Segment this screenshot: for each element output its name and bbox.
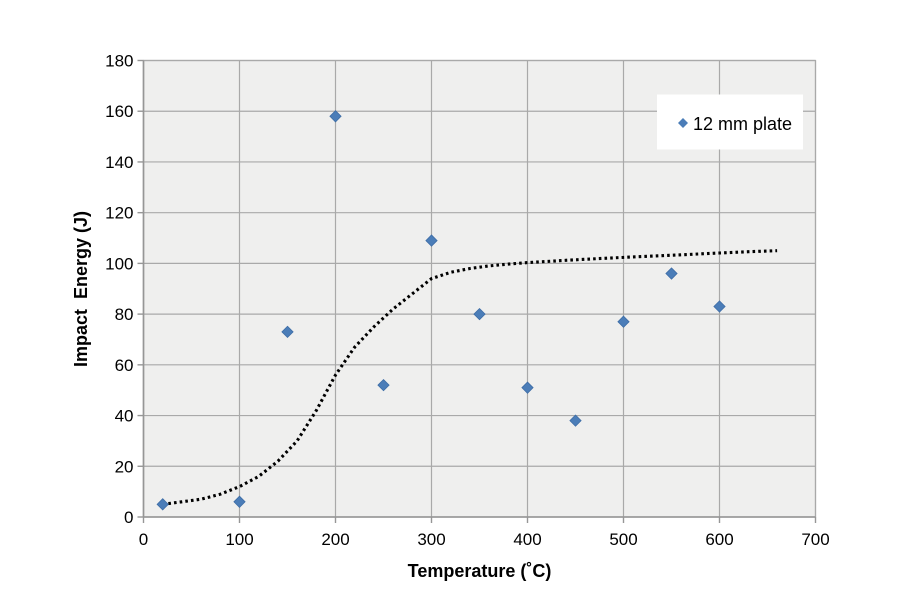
x-tick-label: 0 [139, 530, 148, 549]
x-tick-label: 500 [609, 530, 637, 549]
data-points [156, 110, 726, 511]
y-tick-label: 100 [105, 254, 133, 273]
data-point [521, 381, 534, 394]
x-tick-label: 100 [225, 530, 253, 549]
data-point [665, 267, 678, 280]
trend-curve [162, 249, 778, 506]
y-tick-label: 80 [115, 305, 134, 324]
x-tick-label: 700 [801, 530, 829, 549]
x-tick-label: 300 [417, 530, 445, 549]
x-tick-label: 600 [705, 530, 733, 549]
y-axis-title: Impact Energy (J) [71, 211, 91, 367]
y-tick-label: 40 [115, 407, 134, 426]
data-point [617, 315, 630, 328]
data-point [329, 110, 342, 123]
data-point [156, 498, 169, 511]
y-tick-label: 160 [105, 102, 133, 121]
data-point [377, 378, 390, 392]
y-tick-label: 60 [115, 356, 134, 375]
axis-tick-marks [137, 59, 817, 523]
x-tick-label: 200 [321, 530, 349, 549]
data-point [233, 495, 246, 508]
data-point [425, 234, 438, 247]
x-axis-title: Temperature (˚C) [408, 561, 552, 581]
y-tick-label: 140 [105, 153, 133, 172]
x-tick-labels: 0 100 200 300 400 500 600 700 [139, 530, 830, 549]
data-point [281, 325, 294, 339]
legend-label: 12 mm plate [693, 114, 792, 134]
y-tick-labels: 0 20 40 60 80 100 120 140 160 180 [105, 52, 133, 528]
legend: 12 mm plate [657, 94, 803, 150]
axis-lines [142, 60, 816, 518]
x-tick-label: 400 [513, 530, 541, 549]
y-tick-label: 0 [124, 508, 133, 527]
data-point [473, 307, 486, 321]
y-tick-label: 180 [105, 52, 133, 71]
data-point [569, 414, 582, 427]
y-tick-label: 120 [105, 204, 133, 223]
y-tick-label: 20 [115, 457, 134, 476]
legend-diamond-icon [678, 118, 688, 128]
data-point [713, 300, 726, 313]
